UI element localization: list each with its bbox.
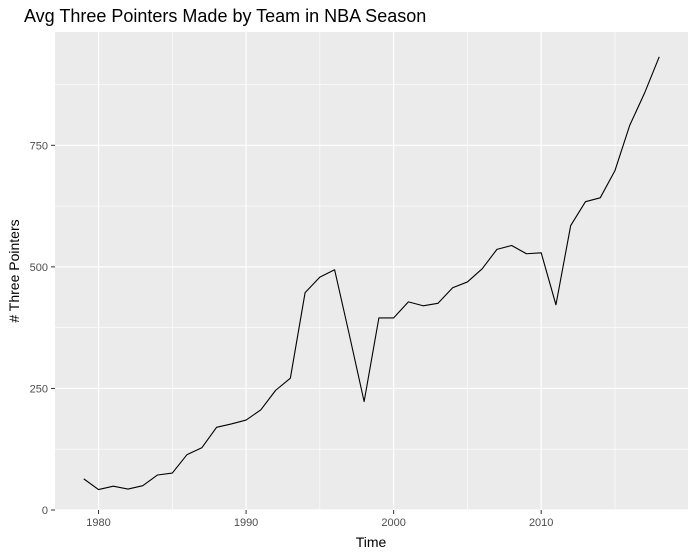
y-tick-label: 500 bbox=[30, 262, 48, 274]
x-axis-title: Time bbox=[356, 534, 387, 550]
x-tick-label: 1980 bbox=[86, 517, 110, 529]
plot-panel bbox=[55, 32, 688, 510]
major-gridlines bbox=[55, 32, 688, 511]
y-tick-label: 0 bbox=[42, 505, 48, 517]
chart-title: Avg Three Pointers Made by Team in NBA S… bbox=[24, 6, 426, 26]
y-axis-title: # Three Pointers bbox=[6, 219, 22, 322]
x-tick-label: 2000 bbox=[381, 517, 405, 529]
x-axis: 1980 1990 2000 2010 bbox=[86, 510, 553, 529]
series-layer bbox=[83, 56, 660, 491]
x-tick-label: 1990 bbox=[234, 517, 258, 529]
y-tick-label: 250 bbox=[30, 383, 48, 395]
x-tick-label: 2010 bbox=[529, 517, 553, 529]
minor-gridlines bbox=[55, 32, 688, 510]
series-line bbox=[83, 56, 660, 491]
y-tick-label: 750 bbox=[30, 140, 48, 152]
y-axis: 0 250 500 750 bbox=[30, 140, 55, 517]
